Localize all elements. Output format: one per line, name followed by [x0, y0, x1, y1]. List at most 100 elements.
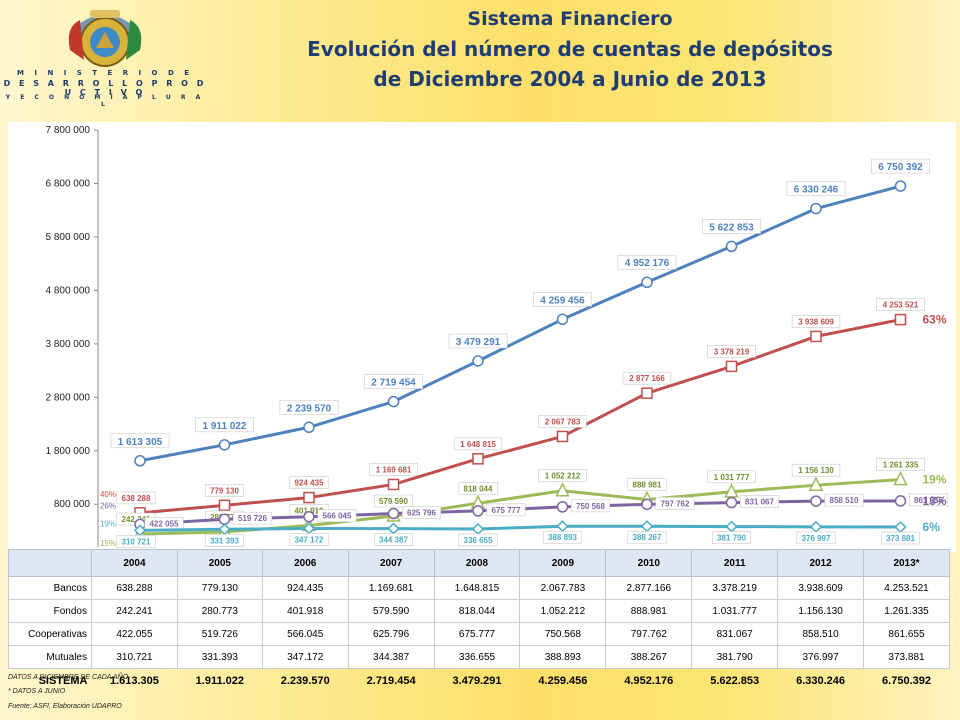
- data-point-bancos: [472, 453, 484, 465]
- data-label-box-mutuales: [116, 535, 156, 548]
- data-label-cooperativas: 625 796: [407, 509, 436, 518]
- data-label-box-mutuales: [458, 533, 498, 547]
- data-label-bancos: 924 435: [295, 479, 324, 488]
- data-label-mutuales: 381 790: [717, 534, 746, 543]
- table-cell: 1.052.212: [519, 599, 607, 623]
- table-year-header: 2006: [261, 549, 349, 577]
- table-row: Mutuales 310.721 331.393 347.172 344.387 336.…: [8, 645, 950, 669]
- header: M I N I S T E R I O D E D E S A R R O L …: [0, 0, 960, 128]
- data-label-box-cooperativas: [317, 509, 357, 523]
- data-point-cooperativas: [472, 505, 484, 517]
- data-label-box-sistema: [448, 333, 508, 349]
- data-point-mutuales: [556, 520, 569, 533]
- data-point-bancos: [810, 330, 822, 343]
- data-label-box-bancos: [791, 315, 841, 328]
- data-label-box-sistema: [617, 254, 677, 270]
- table-cell: 675.777: [433, 622, 521, 646]
- data-label-cooperativas: 797 762: [661, 499, 690, 508]
- data-label-sistema: 4 259 456: [540, 295, 585, 306]
- data-point-sistema: [134, 455, 146, 467]
- data-label-cooperativas: 858 510: [830, 496, 859, 505]
- data-label-box-cooperativas: [739, 495, 780, 508]
- table-cell: 1.031.777: [691, 599, 779, 623]
- data-label-box-mutuales: [796, 531, 836, 545]
- data-label-box-fondos: [458, 481, 498, 495]
- data-label-sistema: 3 479 291: [456, 337, 501, 348]
- note-june: * DATOS A JUNIO: [8, 688, 66, 695]
- data-point-sistema: [641, 276, 653, 288]
- data-label-sistema: 6 330 246: [794, 185, 839, 196]
- data-label-box-mutuales: [204, 533, 245, 547]
- data-point-mutuales: [387, 522, 400, 535]
- data-point-mutuales: [894, 520, 907, 534]
- table-year-header: 2008: [433, 549, 521, 577]
- data-label-box-cooperativas: [908, 493, 949, 507]
- data-label-cooperativas: 675 777: [492, 506, 521, 515]
- data-label-mutuales: 388 267: [633, 533, 662, 542]
- data-point-bancos: [218, 499, 231, 512]
- table-cell: 566.045: [261, 622, 349, 646]
- data-label-sistema: 2 719 454: [371, 378, 416, 389]
- data-label-box-mutuales: [627, 530, 667, 544]
- page-title: Sistema Financiero: [467, 8, 673, 30]
- subtitle-line-1: Evolución del número de cuentas de depós…: [307, 37, 833, 61]
- table-cell: 373.881: [863, 645, 950, 669]
- data-point-fondos: [555, 482, 570, 497]
- data-label-fondos: 1 261 335: [883, 461, 919, 470]
- data-label-sistema: 5 622 853: [709, 222, 754, 233]
- data-label-box-mutuales: [542, 530, 583, 544]
- table-cell: 638.288: [91, 576, 178, 600]
- table-cell: 376.997: [777, 645, 865, 669]
- data-label-box-fondos: [373, 494, 414, 508]
- table-year-header: 2004: [91, 549, 178, 577]
- data-label-box-cooperativas: [401, 506, 442, 519]
- data-label-sistema: 6 750 392: [878, 162, 923, 173]
- data-label-box-cooperativas: [824, 493, 864, 507]
- table-cell: 5.622.853: [710, 675, 760, 687]
- data-label-box-sistema: [786, 181, 846, 196]
- data-point-bancos: [894, 313, 907, 326]
- table-row: Bancos 638.288 779.130 924.435 1.169.681 1.64…: [8, 576, 950, 600]
- table-cell: 242.241: [91, 599, 178, 623]
- data-point-cooperativas: [894, 495, 907, 507]
- row-label: SISTEMA: [38, 675, 88, 687]
- table-cell: 3.479.291: [452, 675, 502, 687]
- data-point-sistema: [218, 439, 231, 451]
- data-label-box-sistema: [110, 433, 170, 449]
- data-label-bancos: 638 288: [122, 494, 151, 503]
- line-chart: 800 000 1 800 000 2 800 000 3 800 000 4 800 …: [46, 125, 949, 548]
- data-label-mutuales: 376 997: [802, 534, 831, 543]
- table-cell: 6.330.246: [796, 675, 846, 687]
- data-label-box-bancos: [116, 491, 156, 505]
- table-cell: 310.721: [91, 645, 178, 669]
- note-december: DATOS A DICIEMBRE DE CADA AÑO: [8, 674, 129, 681]
- table-cell: 519.726: [176, 622, 263, 646]
- data-label-box-bancos: [369, 463, 418, 476]
- data-point-fondos: [893, 470, 908, 486]
- row-label: Bancos: [8, 576, 92, 600]
- data-label-box-sistema: [533, 291, 592, 307]
- table-cell: 861.655: [863, 622, 950, 646]
- ministry-line-1: M I N I S T E R I O D E: [17, 69, 193, 77]
- table-corner-cell: [8, 549, 92, 577]
- table-year-header: 2007: [347, 549, 435, 577]
- data-point-mutuales: [471, 522, 485, 536]
- table-cell: 1.169.681: [347, 576, 435, 600]
- table-cell: 888.981: [605, 599, 693, 623]
- data-label-box-fondos: [538, 469, 587, 483]
- data-point-sistema: [387, 395, 400, 408]
- note-source: Fuente: ASFI, Elaboración UDAPRO: [8, 703, 122, 710]
- ministry-line-2: D E S A R R O L L O P R O D U C T I V O: [3, 79, 207, 97]
- table-cell: 924.435: [261, 576, 349, 600]
- share-end-mutuales: 6%: [923, 520, 941, 534]
- y-tick-label: 1 800 000: [46, 446, 91, 457]
- data-label-bancos: 1 169 681: [376, 465, 412, 474]
- data-point-cooperativas: [641, 498, 653, 511]
- y-tick-label: 7 800 000: [46, 125, 91, 136]
- share-start-cooperativas: 26%: [100, 501, 116, 510]
- table-cell: 3.938.609: [777, 576, 865, 600]
- table-cell: 779.130: [176, 576, 263, 600]
- data-label-box-sistema: [871, 158, 930, 174]
- table-cell: 1.156.130: [777, 599, 865, 623]
- data-label-box-sistema: [364, 374, 423, 389]
